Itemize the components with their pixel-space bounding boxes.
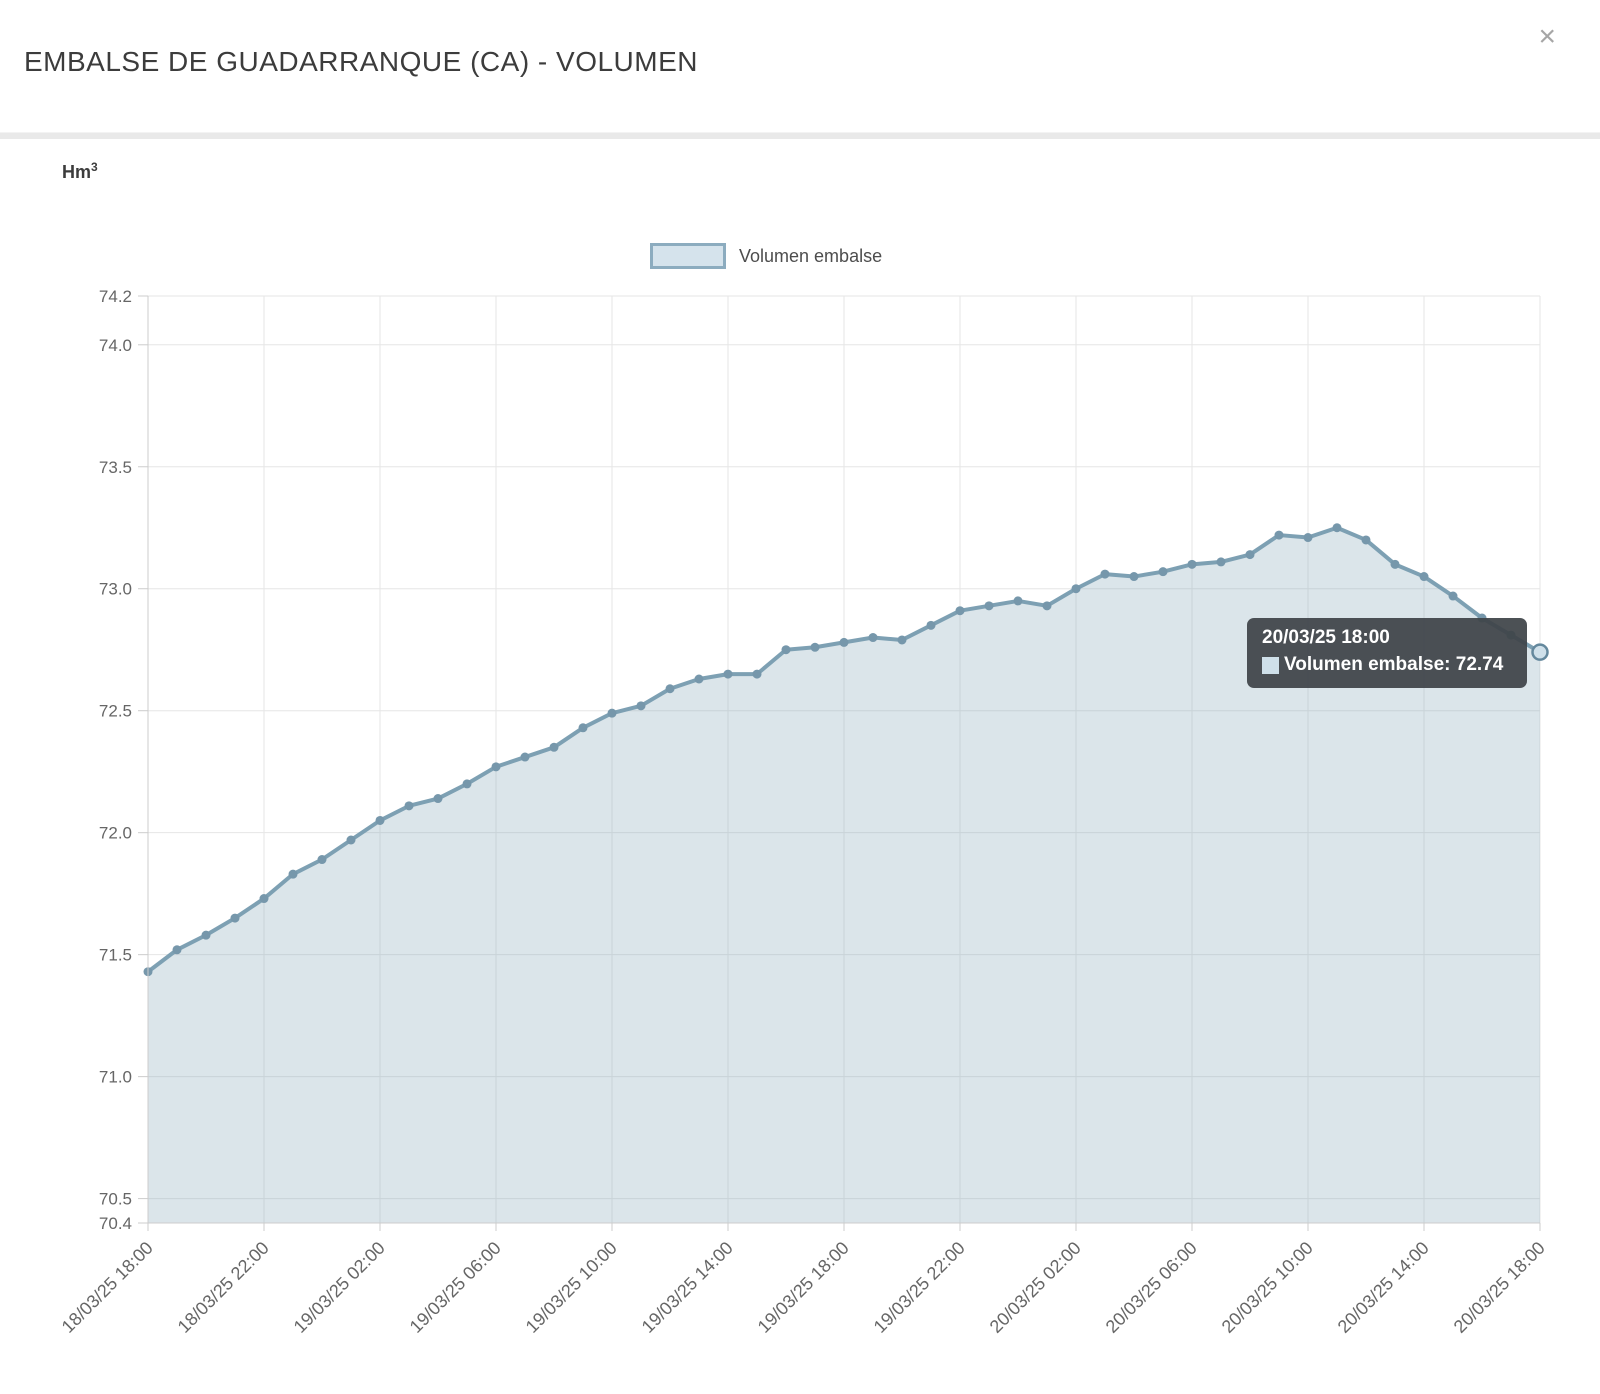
data-point-marker[interactable] [752,669,762,679]
data-point-marker[interactable] [230,913,240,923]
data-point-marker[interactable] [201,930,211,940]
data-point-marker[interactable] [665,684,675,694]
unit-base: Hm [62,162,92,182]
data-point-marker[interactable] [1361,535,1371,545]
data-point-marker[interactable] [404,801,414,811]
y-axis-tick-label: 70.4 [99,1214,132,1233]
hovered-point-marker[interactable] [1531,643,1549,661]
data-point-marker[interactable] [491,762,501,772]
x-axis-tick-label: 19/03/25 22:00 [870,1238,969,1337]
data-point-marker[interactable] [578,723,588,733]
data-point-marker[interactable] [607,708,617,718]
data-point-marker[interactable] [1390,559,1400,569]
data-point-marker[interactable] [346,835,356,845]
data-point-marker[interactable] [1158,567,1168,577]
y-axis-tick-label: 73.5 [99,458,132,477]
legend-item-volumen-embalse[interactable]: Volumen embalse [650,243,882,269]
legend-swatch [650,243,726,269]
data-point-marker[interactable] [259,894,269,904]
data-point-marker[interactable] [781,645,791,655]
data-point-marker[interactable] [810,642,820,652]
series-area-fill [148,527,1540,1223]
data-point-marker[interactable] [317,855,327,865]
data-point-marker[interactable] [1042,601,1052,611]
chart-tooltip: 20/03/25 18:00 Volumen embalse: 72.74 [1247,618,1527,688]
x-axis-tick-label: 19/03/25 02:00 [290,1238,389,1337]
data-point-marker[interactable] [1274,530,1284,540]
data-point-marker[interactable] [375,815,385,825]
y-axis-tick-label: 72.5 [99,702,132,721]
x-axis-tick-label: 19/03/25 18:00 [754,1238,853,1337]
data-point-marker[interactable] [172,945,182,955]
legend-label: Volumen embalse [739,245,883,266]
modal-title: EMBALSE DE GUADARRANQUE (CA) - VOLUMEN [24,46,698,77]
data-point-marker[interactable] [1187,559,1197,569]
tooltip-date: 20/03/25 18:00 [1262,627,1390,648]
data-point-marker[interactable] [723,669,733,679]
x-axis-tick-label: 20/03/25 10:00 [1218,1238,1317,1337]
data-point-marker[interactable] [1448,591,1458,601]
data-point-marker[interactable] [926,620,936,630]
data-point-marker[interactable] [1129,572,1139,582]
data-point-marker[interactable] [868,633,878,643]
unit-exponent: 3 [91,160,98,174]
tooltip-series-swatch [1262,656,1279,674]
data-point-marker[interactable] [839,637,849,647]
data-point-marker[interactable] [636,701,646,711]
data-point-marker[interactable] [1245,550,1255,560]
data-point-marker[interactable] [1216,557,1226,567]
data-point-marker[interactable] [1332,523,1342,533]
close-icon[interactable]: × [1538,20,1556,53]
data-point-marker[interactable] [694,674,704,684]
data-point-marker[interactable] [1100,569,1110,579]
data-point-marker[interactable] [520,752,530,762]
y-axis-tick-label: 73.0 [99,580,132,599]
y-axis-tick-label: 70.5 [99,1190,132,1209]
data-point-marker[interactable] [433,794,443,804]
data-point-marker[interactable] [288,869,298,879]
tooltip-series-text: Volumen embalse: 72.74 [1284,654,1504,675]
data-point-marker[interactable] [549,742,559,752]
data-point-marker[interactable] [1303,533,1313,543]
data-point-marker[interactable] [462,779,472,789]
x-axis-tick-label: 20/03/25 14:00 [1334,1238,1433,1337]
x-axis-tick-label: 18/03/25 22:00 [174,1238,273,1337]
data-point-marker[interactable] [955,606,965,616]
y-axis-tick-label: 74.2 [99,287,132,306]
x-axis-tick-label: 20/03/25 02:00 [986,1238,1085,1337]
y-axis-tick-label: 74.0 [99,336,132,355]
x-axis-tick-label: 18/03/25 18:00 [58,1238,157,1337]
data-point-marker[interactable] [1071,584,1081,594]
x-axis-tick-label: 20/03/25 18:00 [1450,1238,1549,1337]
data-point-marker[interactable] [897,635,907,645]
data-point-marker[interactable] [1419,572,1429,582]
y-axis-unit-label: Hm3 [62,160,98,183]
data-point-marker[interactable] [1013,596,1023,606]
y-axis-tick-label: 71.5 [99,946,132,965]
x-axis-tick-label: 20/03/25 06:00 [1102,1238,1201,1337]
x-axis-tick-label: 19/03/25 14:00 [638,1238,737,1337]
tooltip-series-value: Volumen embalse: 72.74 [1262,654,1527,676]
x-axis-tick-label: 19/03/25 06:00 [406,1238,505,1337]
x-axis-tick-label: 19/03/25 10:00 [522,1238,621,1337]
modal-header: EMBALSE DE GUADARRANQUE (CA) - VOLUMEN × [0,0,1600,132]
data-point-marker[interactable] [984,601,994,611]
header-divider [0,132,1600,139]
y-axis-tick-label: 72.0 [99,824,132,843]
y-axis-tick-label: 71.0 [99,1068,132,1087]
